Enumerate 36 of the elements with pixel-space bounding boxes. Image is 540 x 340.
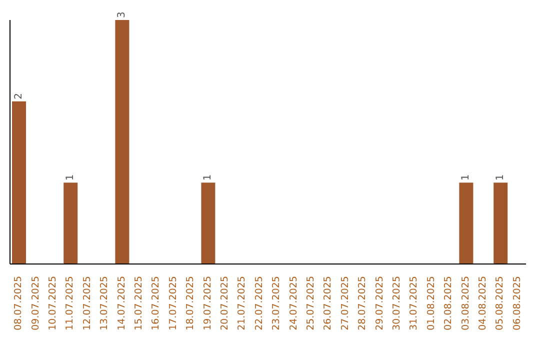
data-label: 1 <box>65 174 76 181</box>
x-tick-label: 30.07.2025 <box>392 276 402 330</box>
x-tick-label: 19.07.2025 <box>202 276 214 330</box>
x-tick-label: 13.07.2025 <box>99 276 110 330</box>
x-tick-label: 06.08.2025 <box>512 276 523 330</box>
x-tick-label: 20.07.2025 <box>220 276 230 330</box>
x-tick-label: 21.07.2025 <box>236 276 248 330</box>
x-tick-label: 17.07.2025 <box>168 276 179 330</box>
x-tick-label: 09.07.2025 <box>30 276 42 330</box>
data-label: 1 <box>202 174 214 181</box>
x-tick-label: 29.07.2025 <box>374 276 386 330</box>
x-tick-label: 25.07.2025 <box>306 276 316 330</box>
data-label: 1 <box>495 174 506 181</box>
x-tick-label: 27.07.2025 <box>340 276 351 330</box>
data-label: 3 <box>116 12 128 18</box>
x-tick-label: 15.07.2025 <box>134 276 144 330</box>
x-tick-label: 10.07.2025 <box>48 276 58 330</box>
x-tick-label: 05.08.2025 <box>494 276 506 330</box>
x-tick-label: 04.08.2025 <box>478 276 488 330</box>
data-label: 2 <box>14 92 24 100</box>
x-tick-label: 28.07.2025 <box>357 276 368 330</box>
x-tick-label: 02.08.2025 <box>443 276 454 330</box>
x-tick-label: 24.07.2025 <box>288 276 300 330</box>
x-tick-label: 26.07.2025 <box>322 276 334 330</box>
x-tick-label: 12.07.2025 <box>82 276 93 330</box>
x-tick-label: 22.07.2025 <box>254 276 265 330</box>
data-label: 1 <box>460 174 472 181</box>
x-tick-label: 11.07.2025 <box>64 276 76 330</box>
x-tick-label: 16.07.2025 <box>150 276 162 330</box>
x-tick-label: 03.08.2025 <box>460 276 472 330</box>
x-tick-label: 08.07.2025 <box>13 276 24 330</box>
x-tick-label: 31.07.2025 <box>408 276 420 330</box>
x-tick-label: 14.07.2025 <box>116 276 128 330</box>
x-tick-label: 01.08.2025 <box>426 276 437 330</box>
x-tick-label: 23.07.2025 <box>271 276 282 330</box>
x-tick-label: 18.07.2025 <box>185 276 196 330</box>
